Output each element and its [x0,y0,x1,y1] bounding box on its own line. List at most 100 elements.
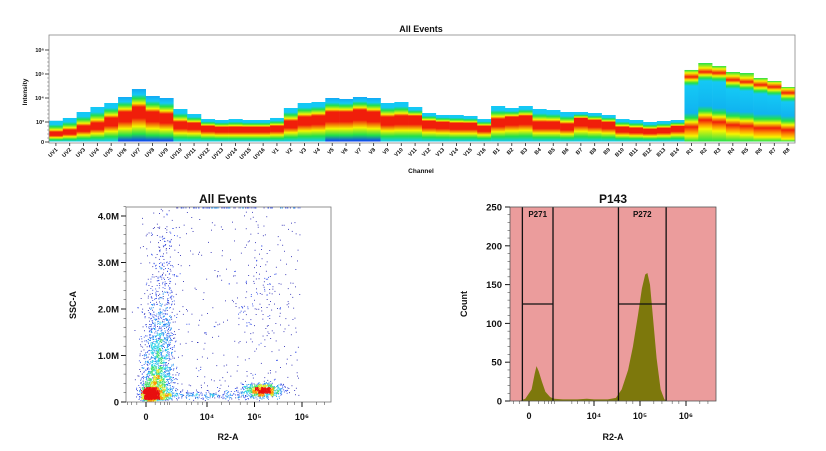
scatter-point [141,390,142,391]
scatter-point [157,373,158,375]
scatter-point [261,307,262,308]
scatter-point [275,395,277,397]
scatter-point [250,395,252,397]
scatter-point [173,334,175,335]
scatter-point [164,281,166,283]
scatter-point [151,314,153,316]
scatter-point [294,390,296,391]
scatter-point [250,397,252,399]
scatter-point [158,334,160,336]
scatter-point [195,394,197,396]
scatter-point [229,207,231,209]
scatter-point [172,389,173,391]
scatter-point [170,328,172,330]
scatter-point [164,390,165,392]
scatter-point [157,383,159,385]
scatter-point [258,344,260,346]
scatter-point [166,310,168,311]
scatter-point [169,343,171,345]
scatter-point [151,345,153,347]
scatter-point [150,281,152,283]
scatter-point [144,388,146,390]
scatter-point [175,340,177,342]
scatter-point [154,341,156,342]
scatter-point [257,388,259,390]
scatter-point [267,383,269,385]
scatter-point [161,393,163,395]
scatter-point [241,384,243,385]
scatter-point [158,393,160,395]
scatter-point [250,338,252,340]
scatter-point [165,399,167,400]
scatter-point [172,365,174,367]
scatter-point [144,389,145,391]
scatter-point [294,222,296,224]
scatter-point [158,338,160,340]
scatter-point [242,307,244,309]
scatter-point [151,369,153,371]
scatter-point [255,394,257,396]
scatter-point [169,389,171,391]
scatter-point [264,389,265,391]
scatter-point [149,324,151,325]
scatter-point [202,397,204,399]
scatter-point [225,396,227,397]
scatter-point [232,394,233,396]
scatter-point [154,379,156,381]
scatter-point [150,337,152,338]
scatter-point [185,396,187,398]
scatter-point [163,393,165,395]
scatter-point [147,368,148,370]
scatter-point [170,332,172,334]
scatter-point [234,270,236,272]
scatter-point [252,374,254,376]
scatter-point [258,383,260,385]
scatter-point [145,398,147,399]
scatter-point [263,385,264,387]
scatter-point [183,207,185,209]
scatter-point [175,393,177,395]
scatter-point [157,400,159,402]
scatter-point [167,378,168,380]
scatter-point [139,389,141,391]
scatter-point [169,319,171,321]
scatter-point [159,251,161,253]
scatter-point [169,315,171,317]
scatter-point [149,378,150,379]
spectrum-column-r1 [684,69,699,142]
scatter-point [149,359,151,360]
scatter-point [286,389,288,391]
scatter-point [260,362,262,364]
scatter-point [171,368,172,370]
scatter-point [169,322,171,324]
scatter-point [167,298,169,299]
scatter-point [154,346,156,347]
scatter-point [244,359,246,361]
scatter-point [267,390,268,392]
scatter-point [258,388,260,389]
scatter-point [159,360,161,362]
scatter-point [197,394,199,396]
scatter-point [279,389,281,390]
scatter-point [146,388,148,390]
scatter-point [168,336,170,338]
scatter-point [152,368,154,370]
scatter-point [255,387,257,389]
scatter-point [158,395,160,397]
scatter-point [167,379,168,381]
scatter-point [169,369,171,371]
scatter-point [233,301,234,303]
scatter-point [269,392,271,394]
scatter-point [204,376,206,378]
scatter-point [158,369,159,370]
scatter-point [273,386,275,388]
scatter-point [166,364,168,366]
scatter-point [163,366,164,367]
scatter-point [206,390,208,391]
scatter-point [166,334,168,336]
scatter-point [157,361,159,363]
scatter-point [148,370,150,372]
scatter-point [144,399,146,400]
scatter-point [253,386,255,388]
scatter-point [163,346,164,347]
